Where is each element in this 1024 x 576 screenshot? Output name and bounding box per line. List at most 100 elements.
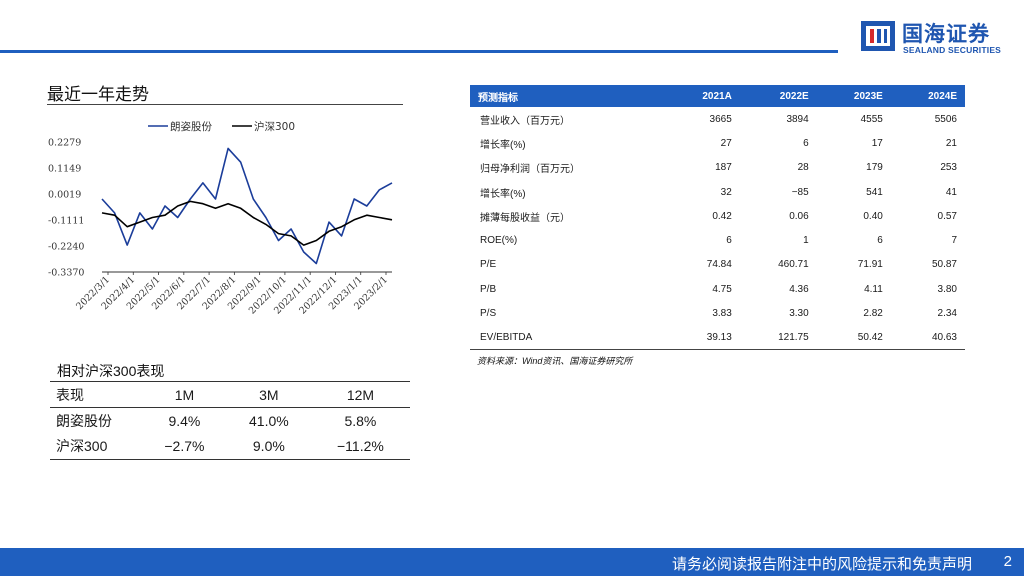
forecast-value: 39.13: [664, 325, 740, 351]
trend-title: 最近一年走势: [47, 85, 149, 104]
x-axis: 2022/3/12022/4/12022/5/12022/6/12022/7/1…: [74, 271, 392, 317]
forecast-value: 2.34: [937, 308, 957, 320]
forecast-metric-label: 增长率(%): [480, 188, 526, 200]
forecast-value: 40.63: [890, 325, 965, 351]
relative-header-cell: 12M: [310, 381, 410, 408]
forecast-header-cell: 2024E: [890, 85, 965, 107]
forecast-value: 121.75: [739, 325, 817, 351]
forecast-value: 74.84: [706, 259, 732, 271]
forecast-metric-label: 营业收入（百万元）: [480, 115, 570, 127]
forecast-value: 541: [866, 186, 883, 198]
legend-label: 朗姿股份: [170, 120, 212, 133]
company-logo: 国海证券 SEALAND SECURITIES: [860, 16, 1010, 58]
forecast-row: ROE(%) 6 1 6 7: [470, 228, 965, 252]
forecast-value: 3.83: [712, 308, 732, 320]
forecast-value: 27: [720, 137, 732, 149]
relative-cell: 41.0%: [249, 412, 289, 429]
forecast-value: 4.75: [712, 283, 732, 295]
forecast-value: 50.42: [816, 325, 891, 351]
forecast-metric-label: 摊薄每股收益（元）: [480, 212, 570, 224]
relative-row: 朗姿股份 9.4% 41.0% 5.8%: [50, 408, 410, 434]
forecast-value: 187: [715, 162, 732, 174]
forecast-row: 营业收入（百万元） 3665 3894 4555 5506: [470, 107, 965, 131]
forecast-row: P/E 74.84 460.71 71.91 50.87: [470, 253, 965, 277]
forecast-header-cell: 2022E: [739, 85, 817, 107]
forecast-value: 0.06: [789, 210, 809, 222]
forecast-row: 增长率(%) 32 −85 541 41: [470, 180, 965, 204]
chart-series: [101, 147, 393, 265]
forecast-value: 4555: [860, 113, 883, 125]
forecast-row: 归母净利润（百万元） 187 28 179 253: [470, 156, 965, 180]
legend-label: 沪深300: [254, 120, 295, 133]
forecast-value: 7: [951, 235, 957, 247]
trend-title-rule: [47, 104, 403, 105]
logo-mark-icon: [861, 21, 895, 51]
relative-header-row: 表现 1M 3M 12M: [50, 381, 410, 408]
y-tick-label: 0.2279: [48, 138, 81, 149]
forecast-value: 3665: [709, 113, 732, 125]
footer-bar: 请务必阅读报告附注中的风险提示和免责声明 2: [0, 548, 1024, 576]
relative-cell: −11.2%: [310, 433, 410, 460]
forecast-value: 6: [877, 235, 883, 247]
forecast-value: 0.57: [937, 210, 957, 222]
forecast-header-cell: 2023E: [816, 85, 891, 107]
forecast-header-row: 预测指标 2021A 2022E 2023E 2024E: [470, 85, 965, 107]
relative-header-cell: 1M: [142, 381, 227, 408]
relative-cell: 9.4%: [168, 412, 201, 429]
forecast-value: 460.71: [778, 259, 809, 271]
forecast-row: 增长率(%) 27 6 17 21: [470, 131, 965, 155]
chart-legend: 朗姿股份 沪深300: [148, 120, 295, 133]
forecast-value: 5506: [934, 113, 957, 125]
forecast-value: 0.42: [712, 210, 732, 222]
forecast-value: 6: [803, 137, 809, 149]
forecast-value: 3894: [786, 113, 809, 125]
series-line-index: [101, 200, 393, 246]
forecast-value: 3.30: [789, 308, 809, 320]
forecast-value: 253: [940, 162, 957, 174]
footer-disclaimer: 请务必阅读报告附注中的风险提示和免责声明: [671, 556, 972, 573]
series-line-stock: [101, 147, 393, 265]
forecast-value: −85: [791, 186, 809, 198]
forecast-row: P/B 4.75 4.36 4.11 3.80: [470, 277, 965, 301]
forecast-value: 4.36: [789, 283, 809, 295]
forecast-row: 摊薄每股收益（元） 0.42 0.06 0.40 0.57: [470, 204, 965, 228]
forecast-value: 17: [871, 137, 883, 149]
forecast-value: 0.40: [863, 210, 883, 222]
relative-cell: −2.7%: [142, 433, 227, 460]
y-tick-label: 0.0019: [48, 190, 81, 201]
forecast-header-cell: 2021A: [664, 85, 740, 107]
page-number: 2: [1003, 553, 1012, 570]
relative-title: 相对沪深300表现: [57, 363, 165, 379]
y-tick-label: -0.2240: [48, 242, 84, 253]
forecast-value: 1: [803, 235, 809, 247]
forecast-value: 50.87: [931, 259, 957, 271]
forecast-row: EV/EBITDA 39.13 121.75 50.42 40.63: [470, 325, 965, 351]
forecast-metric-label: P/S: [480, 308, 497, 320]
forecast-metric-label: 增长率(%): [480, 139, 526, 151]
relative-cell: 5.8%: [344, 412, 377, 429]
relative-header-cell: 表现: [50, 381, 142, 408]
relative-header-cell: 3M: [226, 381, 311, 408]
forecast-value: 28: [797, 162, 809, 174]
forecast-value: 21: [945, 137, 957, 149]
forecast-value: 4.11: [864, 283, 883, 295]
relative-cell: 9.0%: [226, 433, 311, 460]
forecast-value: 32: [720, 186, 732, 198]
price-trend-chart: 朗姿股份 沪深300 0.2279 0.1149 0.0019 -0.1111 -0.22…: [48, 120, 393, 317]
forecast-value: 6: [726, 235, 732, 247]
y-axis: 0.2279 0.1149 0.0019 -0.1111 -0.2240 -0.3370: [48, 138, 84, 279]
header-rule: [0, 50, 838, 53]
forecast-value: 2.82: [863, 308, 883, 320]
forecast-header-cell: 预测指标: [470, 85, 665, 107]
forecast-value: 3.80: [937, 283, 957, 295]
relative-table: 表现 1M 3M 12M 朗姿股份 9.4% 41.0% 5.8% 沪深300 …: [50, 381, 410, 460]
logo-text-en: SEALAND SECURITIES: [903, 45, 1002, 55]
logo-text-cn: 国海证券: [902, 23, 990, 46]
forecast-row: P/S 3.83 3.30 2.82 2.34: [470, 301, 965, 325]
relative-row: 沪深300 −2.7% 9.0% −11.2%: [50, 433, 410, 460]
forecast-value: 179: [866, 162, 883, 174]
forecast-source-note: 资料来源：Wind资讯、国海证券研究所: [477, 356, 633, 366]
forecast-metric-label: ROE(%): [480, 235, 518, 247]
relative-cell: 朗姿股份: [56, 412, 112, 429]
relative-cell: 沪深300: [50, 433, 142, 460]
